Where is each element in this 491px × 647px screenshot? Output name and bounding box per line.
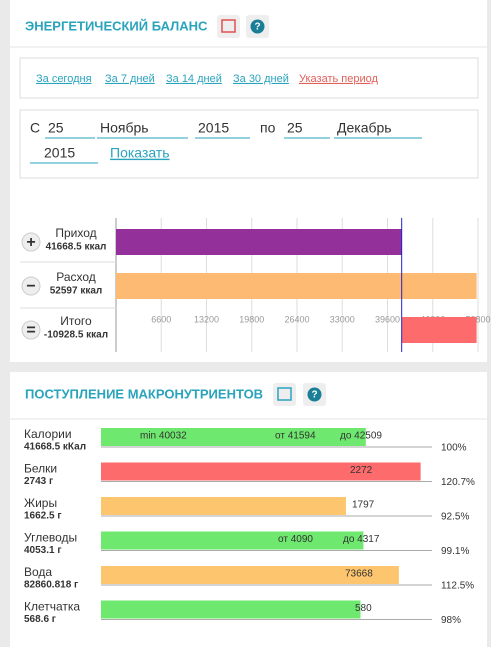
row-total: 4053.1 г — [24, 545, 62, 556]
help-glyph: ? — [254, 22, 260, 33]
period-link[interactable]: Указать период — [299, 73, 378, 85]
macro-title: ПОСТУПЛЕНИЕ МАКРОНУТРИЕНТОВ — [25, 386, 263, 401]
x-tick-label: 19800 — [239, 314, 264, 324]
x-tick-label: 6600 — [151, 314, 171, 324]
bar-mark-label: 580 — [355, 603, 372, 614]
energy-title: ЭНЕРГЕТИЧЕСКИЙ БАЛАНС — [25, 18, 208, 33]
bar-mark-label: от 4090 — [278, 534, 313, 545]
bar — [101, 497, 346, 515]
to-day[interactable]: 25 — [287, 120, 303, 136]
value-label: 41668.5 ккал — [46, 242, 107, 253]
value-label: -10928.5 ккал — [44, 330, 108, 341]
bar — [101, 531, 364, 550]
calendar-icon — [221, 19, 236, 33]
x-tick-label: 33000 — [330, 314, 355, 324]
from-month[interactable]: Ноябрь — [100, 120, 149, 136]
period-link[interactable]: За 14 дней — [166, 73, 222, 85]
help-icon — [250, 19, 265, 34]
period-box — [19, 57, 479, 99]
x-tick-label: 26400 — [284, 314, 309, 324]
row-total: 1662.5 г — [24, 511, 62, 522]
help-icon — [307, 387, 322, 402]
bar — [116, 229, 402, 255]
bar-mark-label: до 4317 — [343, 534, 380, 545]
row-total: 2743 г — [24, 476, 53, 487]
bar-mark-label: от 41594 — [275, 431, 316, 442]
percent-label: 92.5% — [441, 512, 469, 523]
category-label: Приход — [55, 226, 96, 240]
from-label: С — [30, 120, 40, 136]
bar — [401, 317, 477, 343]
select-lines — [30, 137, 422, 164]
x-tick-label: 52800 — [465, 314, 490, 324]
row-name: Углеводы — [24, 531, 77, 545]
toggle-glyph: + — [26, 234, 35, 251]
percent-label: 100% — [441, 443, 467, 454]
bar — [101, 600, 361, 619]
from-day[interactable]: 25 — [48, 120, 64, 136]
period-link[interactable]: За 30 дней — [233, 73, 289, 85]
row-total: 82860.818 г — [24, 580, 78, 591]
bar-mark-label: 1797 — [352, 500, 375, 511]
period-link[interactable]: За сегодня — [36, 73, 92, 85]
toggle-button[interactable] — [21, 276, 41, 296]
bar-mark-label: 2272 — [350, 465, 373, 476]
percent-label: 98% — [441, 615, 461, 626]
x-tick-label: 39600 — [375, 314, 400, 324]
row-name: Жиры — [24, 496, 57, 510]
row-name: Калории — [24, 427, 72, 441]
percent-label: 99.1% — [441, 546, 469, 557]
calendar-button[interactable] — [217, 15, 240, 38]
bar-mark-label: min 40032 — [140, 431, 187, 442]
value-label: 52597 ккал — [50, 286, 103, 297]
bar-mark-label: 73668 — [345, 569, 373, 580]
calendar-button[interactable] — [273, 383, 296, 406]
row-total: 568.6 г — [24, 614, 56, 625]
calendar-icon — [277, 387, 292, 401]
row-name: Клетчатка — [24, 600, 80, 614]
date-box — [19, 109, 479, 179]
from-year[interactable]: 2015 — [198, 120, 229, 136]
to-label: по — [260, 120, 276, 136]
percent-label: 112.5% — [441, 581, 474, 592]
bar — [116, 273, 477, 299]
row-name: Белки — [24, 462, 57, 476]
to-year[interactable]: 2015 — [44, 145, 75, 161]
category-label: Итого — [60, 314, 92, 328]
percent-label: 120.7% — [441, 477, 475, 488]
bar — [101, 428, 366, 446]
x-tick-label: 13200 — [194, 314, 219, 324]
to-month[interactable]: Декабрь — [337, 120, 392, 136]
row-name: Вода — [24, 565, 52, 579]
bar — [101, 462, 421, 481]
toggle-button[interactable] — [21, 232, 41, 252]
toggle-glyph: − — [26, 278, 35, 295]
bar — [101, 566, 399, 584]
bar-mark-label: до 42509 — [340, 431, 382, 442]
show-link[interactable]: Показать — [110, 145, 170, 161]
help-glyph: ? — [311, 390, 317, 401]
period-link[interactable]: За 7 дней — [105, 73, 155, 85]
category-label: Расход — [56, 270, 96, 284]
toggle-glyph: = — [26, 322, 35, 339]
toggle-button[interactable] — [21, 320, 41, 340]
row-total: 41668.5 кКал — [24, 442, 86, 453]
